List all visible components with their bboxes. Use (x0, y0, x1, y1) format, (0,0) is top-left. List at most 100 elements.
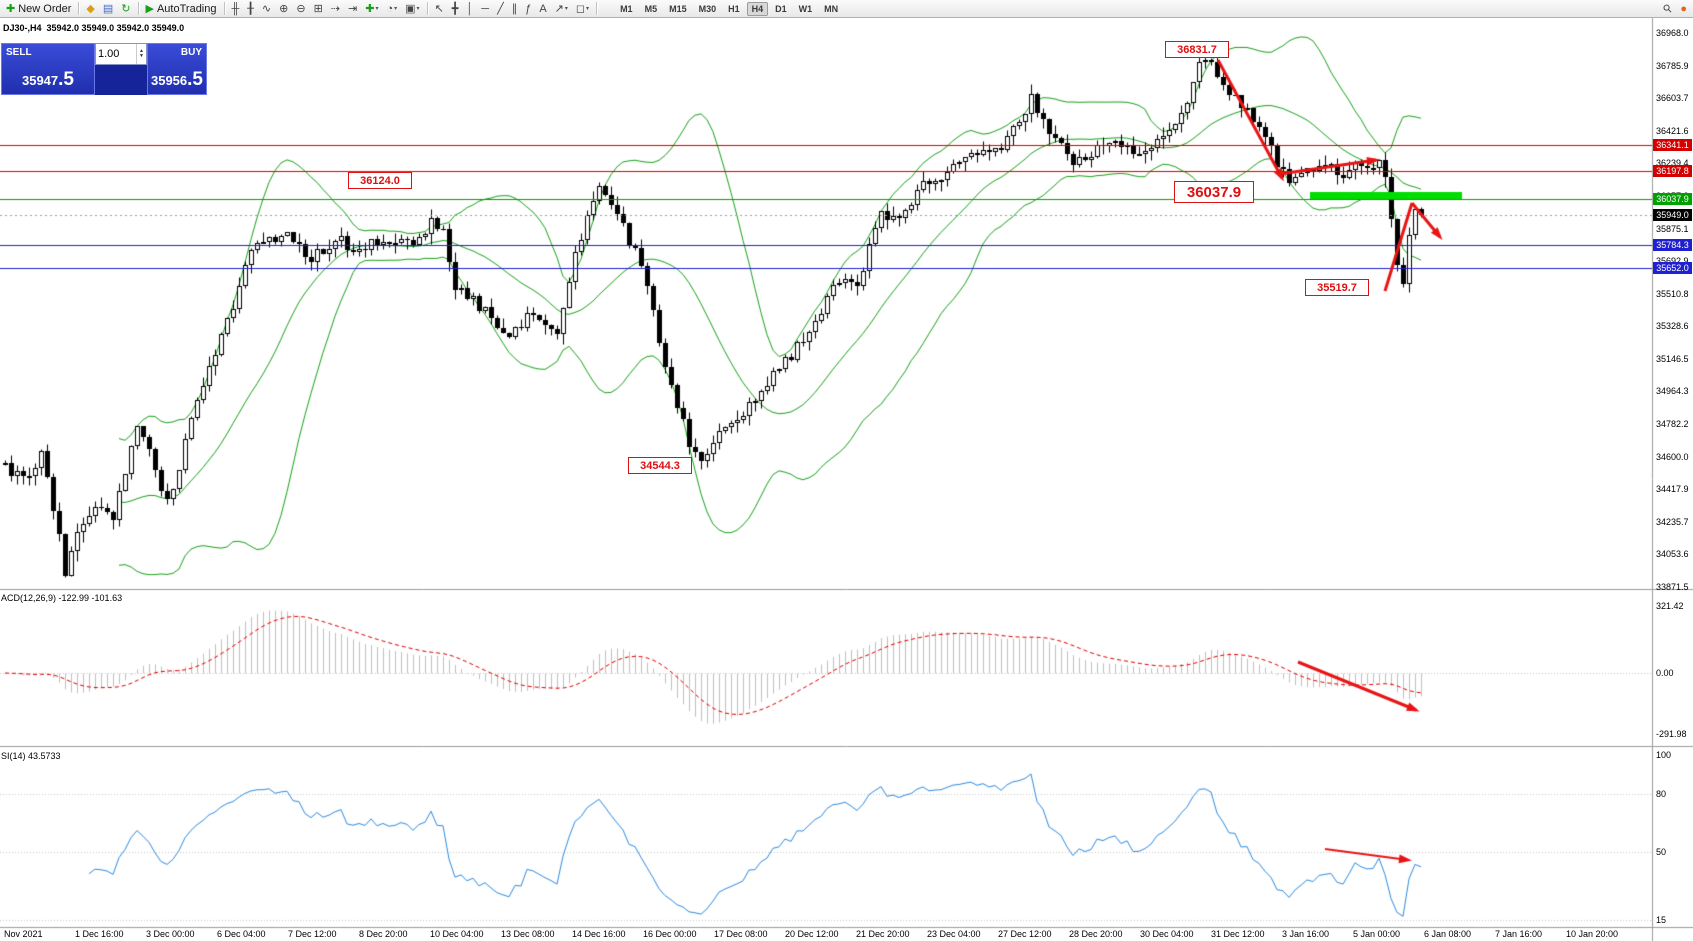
timeframe-m5-button[interactable]: M5 (644, 3, 658, 14)
buy-price-main: 35956 (150, 73, 188, 88)
periods-button[interactable]: ◔ ▾ (382, 0, 401, 18)
price-annotation[interactable]: 36831.7 (1165, 41, 1229, 58)
price-line-label[interactable]: 35652.0 (1653, 262, 1692, 275)
time-axis-label: 28 Dec 20:00 (1069, 929, 1123, 939)
price-axis-tick: 34964.3 (1656, 386, 1689, 397)
timeframe-m1-button[interactable]: M1 (620, 3, 633, 14)
arrows-icon: ↗ (554, 2, 564, 15)
data-window-icon: ▤ (102, 2, 114, 15)
cursor-button[interactable]: ↖ (431, 0, 448, 18)
equidistant-channel-button[interactable]: ∥ (508, 0, 522, 18)
timeframe-mn-button[interactable]: MN (824, 3, 839, 14)
toolbar-separator (78, 2, 80, 15)
volume-input[interactable] (96, 44, 136, 64)
price-annotation[interactable]: 36037.9 (1174, 181, 1254, 203)
timeframe-h4-button[interactable]: H4 (746, 1, 769, 16)
vertical-line-button[interactable]: │ (462, 0, 477, 18)
timeframe-w1-button[interactable]: W1 (798, 3, 813, 14)
price-line-label[interactable]: 35784.3 (1653, 238, 1692, 251)
buy-button[interactable]: BUY 35956.5 (147, 43, 207, 95)
search-button[interactable]: ⚲ (1660, 0, 1676, 18)
autotrading-button[interactable]: ▶ AutoTrading (142, 0, 221, 18)
zoom-out-button[interactable]: ⊖ (292, 0, 309, 18)
timeframe-h1-button[interactable]: H1 (728, 3, 740, 14)
price-line-label[interactable]: 35949.0 (1653, 209, 1692, 222)
time-axis-label: 10 Dec 04:00 (430, 929, 484, 939)
rsi-scale-label: 50 (1656, 847, 1667, 857)
new-order-button[interactable]: ✚ New Order (2, 0, 75, 18)
auto-scroll-button[interactable]: ⇢ (327, 0, 344, 18)
timeframe-m15-button[interactable]: M15 (669, 3, 687, 14)
fibonacci-button[interactable]: ƒ (521, 0, 535, 18)
price-line-label[interactable]: 36037.9 (1653, 193, 1692, 206)
volume-spinner[interactable]: ▲ ▼ (136, 44, 146, 64)
crosshair-button[interactable]: ╋ (448, 0, 463, 18)
zoom-in-button[interactable]: ⊕ (275, 0, 292, 18)
line-chart-button[interactable]: ∿ (258, 0, 275, 18)
data-window-button[interactable]: ▤ (99, 0, 117, 18)
periods-dropdown-icon[interactable]: ▾ (394, 6, 398, 12)
arrows-button[interactable]: ↗ ▾ (551, 0, 572, 18)
new-chart-dropdown-icon[interactable]: ▾ (375, 6, 379, 12)
refresh-button[interactable]: ↻ (117, 0, 134, 18)
spinner-down-icon[interactable]: ▼ (139, 53, 144, 59)
news-button[interactable]: ● (1676, 0, 1691, 18)
time-axis-label: 3 Dec 00:00 (146, 929, 195, 939)
search-icon: ⚲ (1661, 1, 1676, 16)
shapes-dropdown-icon[interactable]: ▾ (586, 6, 590, 12)
new-chart-button[interactable]: ✚ ▾ (361, 0, 382, 18)
price-axis-tick: 35146.5 (1656, 353, 1689, 364)
templates-button[interactable]: ▣ ▾ (401, 0, 423, 18)
time-axis-label: Nov 2021 (4, 929, 43, 939)
autotrading-icon: ▶ (145, 2, 154, 15)
news-icon: ● (1680, 2, 1687, 15)
cursor-icon: ↖ (434, 2, 444, 15)
timeframe-d1-button[interactable]: D1 (775, 3, 787, 14)
price-line-label[interactable]: 36197.8 (1653, 164, 1692, 177)
tile-windows-button[interactable]: ⊞ (310, 0, 327, 18)
price-axis-tick: 34053.6 (1656, 549, 1689, 560)
timeframe-m30-button[interactable]: M30 (698, 3, 717, 14)
autotrading-label: AutoTrading (156, 2, 217, 15)
bar-chart-button[interactable]: ╫ (228, 0, 244, 18)
price-axis-tick: 35510.8 (1656, 288, 1689, 299)
time-axis-label: 16 Dec 00:00 (643, 929, 697, 939)
templates-icon: ▣ (405, 2, 416, 15)
new-order-icon: ✚ (6, 2, 16, 15)
arrows-dropdown-icon[interactable]: ▾ (564, 6, 568, 12)
sell-button[interactable]: SELL 35947.5 (1, 43, 95, 95)
time-axis-label: 23 Dec 04:00 (927, 929, 981, 939)
text-label-button[interactable]: A (535, 0, 550, 18)
chart-shift-button[interactable]: ⇥ (344, 0, 361, 18)
zoom-out-icon: ⊖ (296, 2, 306, 15)
candlestick-chart-button[interactable]: ╂ (243, 0, 258, 18)
price-axis-tick: 35328.6 (1656, 321, 1689, 332)
spinner-up-icon[interactable]: ▲ (139, 48, 144, 54)
templates-dropdown-icon[interactable]: ▾ (416, 6, 420, 12)
symbols-button[interactable]: ◆ (82, 0, 98, 18)
price-annotation[interactable]: 35519.7 (1305, 279, 1369, 296)
buy-label: BUY (180, 47, 202, 58)
shapes-button[interactable]: ◻ ▾ (572, 0, 593, 18)
toolbar-separator (426, 2, 428, 15)
vertical-line-icon: │ (466, 2, 474, 15)
price-annotation[interactable]: 36124.0 (348, 172, 412, 189)
line-chart-icon: ∿ (261, 2, 272, 15)
horizontal-line-button[interactable]: ─ (477, 0, 493, 18)
price-line-label[interactable]: 36341.1 (1653, 139, 1692, 152)
price-axis-tick: 34782.2 (1656, 419, 1689, 430)
time-axis-label: 3 Jan 16:00 (1282, 929, 1330, 939)
shapes-icon: ◻ (575, 2, 586, 15)
crosshair-icon: ╋ (451, 2, 459, 15)
price-axis-tick: 36968.0 (1656, 28, 1689, 38)
auto-scroll-icon: ⇢ (330, 2, 341, 15)
trendline-button[interactable]: ╱ (493, 0, 508, 18)
sell-price: 35947.5 (2, 70, 94, 91)
price-annotation[interactable]: 34544.3 (628, 457, 692, 474)
rsi-label: SI(14) 43.5733 (1, 751, 61, 761)
price-axis-tick: 33871.5 (1656, 582, 1689, 592)
timeframe-group: M1 M5 M15 M30 H1 H4 D1 W1 MN (614, 1, 844, 16)
time-axis-label: 6 Jan 08:00 (1424, 929, 1472, 939)
time-axis-label: 5 Jan 00:00 (1353, 929, 1401, 939)
